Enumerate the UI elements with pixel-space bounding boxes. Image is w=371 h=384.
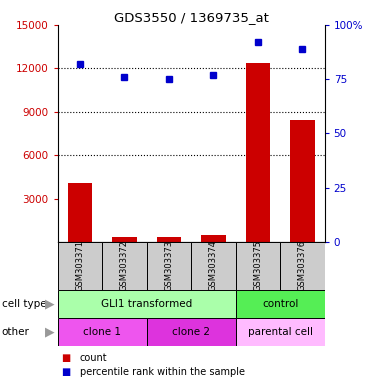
Text: ▶: ▶ xyxy=(45,326,55,338)
Bar xyxy=(58,318,147,346)
Text: parental cell: parental cell xyxy=(247,327,313,337)
Text: count: count xyxy=(80,353,107,362)
Bar xyxy=(112,237,137,242)
Bar xyxy=(147,242,191,290)
Bar xyxy=(58,290,236,318)
Bar xyxy=(58,242,102,290)
Bar xyxy=(236,242,280,290)
Bar xyxy=(147,318,236,346)
Text: clone 2: clone 2 xyxy=(172,327,210,337)
Bar xyxy=(191,242,236,290)
Text: GSM303372: GSM303372 xyxy=(120,240,129,291)
Text: percentile rank within the sample: percentile rank within the sample xyxy=(80,367,245,377)
Bar xyxy=(246,63,270,242)
Text: ■: ■ xyxy=(61,367,70,377)
Text: GSM303371: GSM303371 xyxy=(75,240,84,291)
Text: ■: ■ xyxy=(61,353,70,362)
Bar xyxy=(102,242,147,290)
Text: clone 1: clone 1 xyxy=(83,327,121,337)
Bar xyxy=(280,242,325,290)
Text: other: other xyxy=(2,327,30,337)
Text: GSM303374: GSM303374 xyxy=(209,240,218,291)
Text: GLI1 transformed: GLI1 transformed xyxy=(101,299,192,309)
Text: GSM303375: GSM303375 xyxy=(253,240,262,291)
Text: GSM303373: GSM303373 xyxy=(164,240,173,291)
Text: cell type: cell type xyxy=(2,299,46,309)
Bar xyxy=(236,290,325,318)
Bar xyxy=(68,183,92,242)
Bar xyxy=(290,121,315,242)
Text: control: control xyxy=(262,299,298,309)
Bar xyxy=(157,237,181,242)
Title: GDS3550 / 1369735_at: GDS3550 / 1369735_at xyxy=(114,11,269,24)
Text: ▶: ▶ xyxy=(45,298,55,310)
Text: GSM303376: GSM303376 xyxy=(298,240,307,291)
Bar xyxy=(236,318,325,346)
Bar xyxy=(201,235,226,242)
